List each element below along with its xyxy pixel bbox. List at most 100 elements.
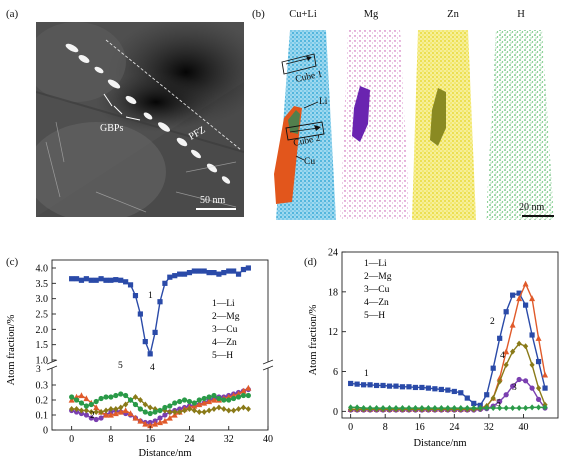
chart-c-series-1-point: [142, 339, 148, 345]
chart-d-series-1-point: [458, 390, 464, 396]
chart-c-ytick-label: 1.0: [36, 356, 49, 367]
chart-d-series-5-point: [393, 405, 399, 412]
chart-c-break-mark: [262, 365, 274, 371]
chart-c-series-1-point: [245, 265, 251, 271]
chart-d-series-1-point: [535, 358, 542, 365]
title-zn: Zn: [447, 9, 459, 20]
cube-1-box: [281, 53, 317, 75]
chart-c-series-3-point: [196, 401, 203, 408]
chart-c-series-1-point: [93, 277, 99, 283]
chart-d-series-3-point: [529, 385, 535, 391]
chart-c-series-3-point: [103, 411, 109, 418]
chart-d-series-5-point: [432, 405, 438, 412]
chart-d-series-5-point: [535, 404, 542, 411]
chart-c-series-3-point: [191, 402, 198, 409]
chart-c-series-5-point: [240, 392, 247, 399]
chart-d-legend-item: 5—H: [364, 311, 385, 321]
chart-c-series-5-point: [226, 397, 232, 403]
chart-c-ytick-label: 3.0: [36, 294, 49, 305]
chart-c-series-4-point: [172, 409, 178, 415]
chart-c-series-5-point: [83, 403, 89, 409]
chart-d-series-2-point: [535, 335, 542, 341]
chart-d-series-2-point: [522, 280, 529, 287]
chart-d-series-3-point: [497, 398, 503, 404]
chart-d-curve-label: 1: [364, 369, 369, 379]
chart-c-series-4-point: [235, 406, 242, 412]
chart-c-series-1-point: [231, 268, 237, 274]
chart-d-series-3-point: [503, 392, 509, 398]
chart-c-series-3-point: [112, 410, 119, 417]
chart-c-series-1-point: [162, 280, 168, 286]
chart-c-break-gap: [46, 362, 274, 368]
chart-c-series-5-point: [177, 398, 183, 405]
chart-c-series-5-point: [191, 400, 197, 406]
chart-c-series-3-point: [161, 417, 168, 424]
chart-d-series-5-point: [373, 405, 380, 412]
chart-c-series-3-point: [107, 411, 114, 418]
chart-c-series-5-point: [181, 397, 188, 403]
chart-d-series-5-point: [477, 405, 483, 412]
chart-c-series-5-point: [245, 392, 251, 399]
chart-c-series-3-point: [206, 398, 213, 405]
chart-d-series-5-point: [503, 405, 509, 412]
chart-c-series-5-point: [167, 403, 173, 409]
chart-c-series-3-point: [245, 384, 252, 391]
chart-d-series-2-point: [516, 295, 523, 302]
chart-c-series-1-point: [206, 270, 212, 276]
chart-d-xtick-label: 32: [484, 422, 494, 433]
chart-d-series-1-point: [425, 385, 431, 391]
chart-c-series-3-point: [166, 414, 173, 421]
chart-c-series-1-point: [177, 271, 183, 277]
chart-c-xlabel: Distance/nm: [138, 448, 191, 459]
chart-d-series-5-point: [367, 405, 373, 412]
chart-d-xtick-label: 16: [415, 422, 425, 433]
chart-c-series-4-point: [118, 404, 124, 411]
chart-c-series-1-point: [167, 274, 173, 280]
chart-c-series-1-point: [226, 268, 232, 274]
chart-c-series-1-point: [108, 277, 114, 283]
chart-c-series-3-point: [78, 392, 85, 399]
chart-d-series-1-point: [484, 392, 490, 398]
cu-label: Cu: [304, 157, 315, 167]
panel-b-label: (b): [252, 8, 265, 20]
chart-d-series-5-point: [471, 405, 477, 412]
scale-bar-a-label: 50 nm: [200, 195, 226, 206]
chart-c-series-5-point: [93, 398, 99, 405]
chart-d-series-1-point: [367, 382, 373, 388]
chart-c-series-1-point: [172, 273, 178, 279]
chart-c-series-5-point: [211, 392, 217, 399]
chart-c-series-1-point: [137, 311, 143, 317]
chart-c-series-3-point: [157, 419, 163, 426]
chart-c-series-5-point: [113, 392, 119, 399]
chart-c-series-1-point: [181, 271, 188, 277]
chart-c-series-1-point: [211, 270, 217, 276]
chart-d-series-3-point: [516, 376, 522, 383]
chart-d-series-4-point: [497, 378, 503, 385]
chart-c-series-3-point: [137, 417, 144, 424]
chart-c-ytick-label: 0.2: [36, 396, 49, 407]
chart-c-series-1-point: [216, 271, 222, 277]
tem-micrograph: GBPs PFZ 50 nm: [36, 22, 244, 217]
chart-c-series-1-point: [152, 329, 158, 335]
chart-c-series-4-point: [231, 407, 237, 414]
chart-d-series-4-point: [516, 340, 522, 347]
chart-d-series-4-point: [503, 361, 509, 368]
chart-c-series-1-point: [196, 268, 202, 274]
chart-d-curve-label: 3: [512, 383, 517, 393]
chart-c-series-3-point: [201, 399, 208, 406]
mg-tip: [340, 30, 410, 220]
chart-c-series-5-point: [132, 401, 139, 408]
chart-c-series-1-point: [221, 270, 227, 276]
chart-c-series-5-point: [201, 395, 207, 402]
chart-c-series-1-point: [113, 277, 119, 283]
title-h: H: [517, 9, 525, 20]
chart-c-legend-item: 2—Mg: [212, 312, 240, 322]
chart-d-series-1-point: [503, 309, 509, 315]
chart-c-series-1-point: [103, 277, 109, 283]
chart-c-series-1-point: [88, 277, 94, 283]
chart-d-series-5-point: [510, 405, 516, 412]
chart-c-series-5-point: [152, 409, 158, 415]
chart-c-series-1-point: [69, 276, 75, 282]
mg-rich-region: [352, 86, 370, 142]
chart-d-legend-item: 1—Li: [364, 259, 387, 269]
